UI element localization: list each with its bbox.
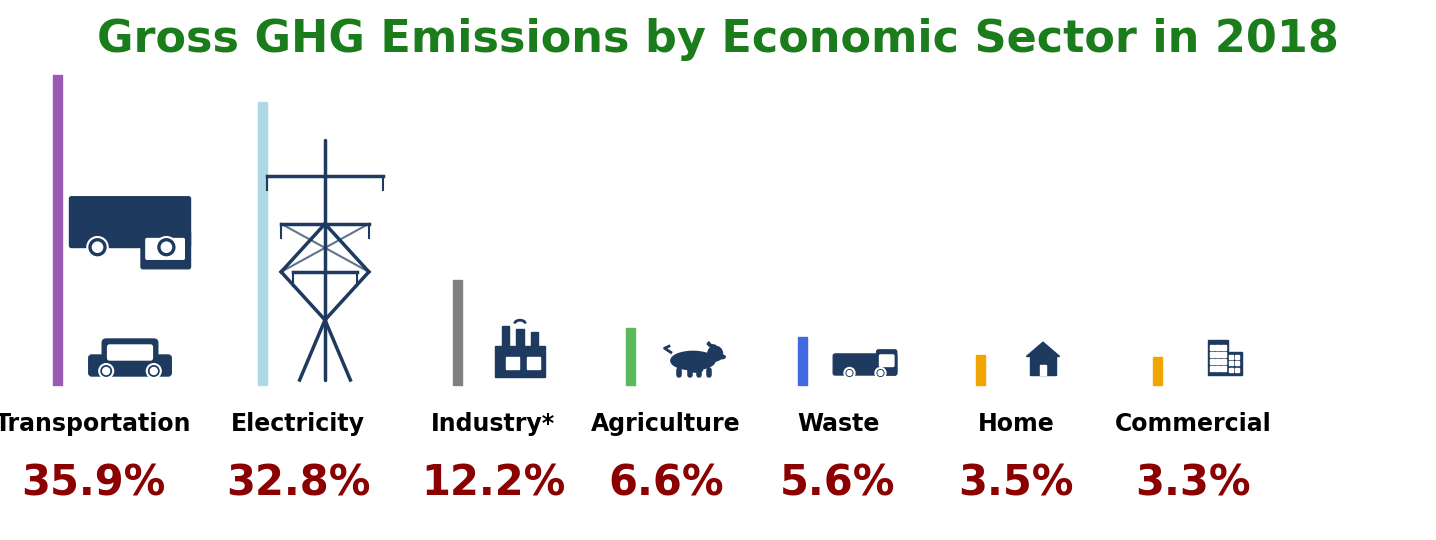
Bar — [1215, 366, 1219, 371]
Bar — [1221, 345, 1226, 350]
Bar — [1221, 359, 1226, 364]
Bar — [1229, 355, 1234, 359]
Bar — [626, 328, 635, 385]
Bar — [1208, 340, 1228, 375]
Bar — [258, 102, 267, 385]
Bar — [1235, 355, 1238, 359]
Text: Transportation: Transportation — [0, 412, 191, 436]
Text: 32.8%: 32.8% — [225, 462, 370, 504]
Circle shape — [99, 364, 113, 378]
Bar — [527, 357, 540, 369]
Text: Home: Home — [978, 412, 1054, 436]
Bar — [1229, 361, 1234, 366]
Text: 12.2%: 12.2% — [421, 462, 566, 504]
FancyBboxPatch shape — [102, 339, 158, 363]
Circle shape — [876, 368, 886, 378]
Bar — [452, 280, 462, 385]
Circle shape — [844, 368, 854, 378]
Bar — [495, 346, 544, 377]
Bar — [1228, 352, 1242, 375]
Text: Electricity: Electricity — [231, 412, 365, 436]
Text: 35.9%: 35.9% — [20, 462, 165, 504]
Polygon shape — [1027, 342, 1060, 356]
Bar — [1221, 366, 1226, 371]
Bar — [505, 357, 518, 369]
FancyBboxPatch shape — [879, 355, 893, 367]
Text: Commercial: Commercial — [1114, 412, 1271, 436]
Circle shape — [708, 346, 722, 361]
Bar — [1153, 356, 1162, 385]
Text: Agriculture: Agriculture — [592, 412, 741, 436]
Bar — [1209, 345, 1213, 350]
Circle shape — [161, 242, 171, 252]
Text: Gross GHG Emissions by Economic Sector in 2018: Gross GHG Emissions by Economic Sector i… — [98, 18, 1338, 61]
Circle shape — [103, 368, 109, 375]
Circle shape — [146, 364, 161, 378]
FancyBboxPatch shape — [108, 345, 152, 360]
FancyBboxPatch shape — [141, 231, 191, 269]
Text: Waste: Waste — [797, 412, 879, 436]
Text: 3.3%: 3.3% — [1136, 462, 1251, 504]
Bar — [1235, 368, 1238, 372]
Bar — [503, 326, 510, 346]
Bar — [1215, 352, 1219, 357]
FancyBboxPatch shape — [833, 354, 896, 375]
Ellipse shape — [671, 352, 715, 370]
Ellipse shape — [718, 355, 725, 359]
Ellipse shape — [689, 368, 702, 372]
Bar — [1040, 366, 1047, 375]
Bar — [530, 332, 537, 346]
Circle shape — [157, 237, 177, 258]
Text: Industry*: Industry* — [431, 412, 556, 436]
Bar — [1215, 359, 1219, 364]
Bar — [517, 329, 524, 346]
Circle shape — [151, 368, 158, 375]
Circle shape — [88, 237, 108, 258]
Circle shape — [847, 370, 852, 375]
Bar — [53, 75, 62, 385]
Bar — [1229, 368, 1234, 372]
Bar — [976, 355, 985, 385]
Text: 6.6%: 6.6% — [609, 462, 724, 504]
Bar — [1209, 352, 1213, 357]
Bar — [798, 336, 807, 385]
Bar — [1209, 366, 1213, 371]
Text: 3.5%: 3.5% — [958, 462, 1074, 504]
Polygon shape — [707, 344, 715, 347]
Bar — [1215, 345, 1219, 350]
Bar — [1221, 352, 1226, 357]
Circle shape — [879, 370, 883, 375]
FancyBboxPatch shape — [69, 197, 191, 247]
FancyBboxPatch shape — [146, 239, 184, 259]
Text: 5.6%: 5.6% — [780, 462, 896, 504]
Bar — [1030, 356, 1057, 375]
Bar — [1209, 359, 1213, 364]
Circle shape — [92, 242, 102, 252]
FancyBboxPatch shape — [89, 355, 171, 376]
FancyBboxPatch shape — [876, 350, 896, 375]
Bar — [1235, 361, 1238, 366]
